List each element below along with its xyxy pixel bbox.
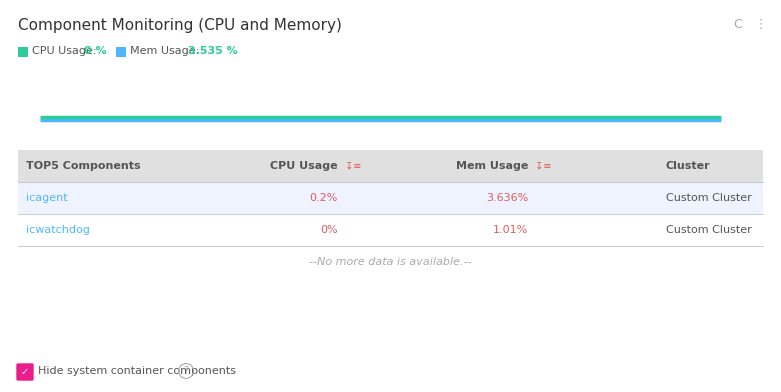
Text: --No more data is available.--: --No more data is available.-- [309,257,472,267]
Text: 1.01%: 1.01% [493,225,528,235]
FancyBboxPatch shape [18,150,763,182]
Text: 0 %: 0 % [84,46,107,56]
Text: ?: ? [184,366,188,376]
Text: CPU Usage:: CPU Usage: [32,46,97,56]
Text: ✓: ✓ [21,367,29,376]
Text: C   ⋮: C ⋮ [734,18,767,31]
FancyBboxPatch shape [18,47,28,57]
FancyBboxPatch shape [17,364,33,380]
Text: Hide system container components: Hide system container components [38,366,236,376]
Text: TOP5 Components: TOP5 Components [26,161,141,171]
Text: 3.535 %: 3.535 % [188,46,237,56]
FancyBboxPatch shape [18,182,763,214]
FancyBboxPatch shape [18,214,763,246]
Text: Mem Usage: Mem Usage [455,161,528,171]
Text: 0.2%: 0.2% [309,193,338,203]
Text: ↧≡: ↧≡ [342,161,362,171]
Text: 3.636%: 3.636% [486,193,528,203]
Text: ↧≡: ↧≡ [532,161,551,171]
Text: Custom Cluster: Custom Cluster [666,225,752,235]
Text: icwatchdog: icwatchdog [26,225,90,235]
Text: icagent: icagent [26,193,68,203]
Text: Mem Usage:: Mem Usage: [130,46,199,56]
Text: Custom Cluster: Custom Cluster [666,193,752,203]
Text: Cluster: Cluster [666,161,711,171]
Text: Component Monitoring (CPU and Memory): Component Monitoring (CPU and Memory) [18,18,342,33]
Text: CPU Usage: CPU Usage [270,161,338,171]
FancyBboxPatch shape [116,47,126,57]
Text: 0%: 0% [320,225,338,235]
